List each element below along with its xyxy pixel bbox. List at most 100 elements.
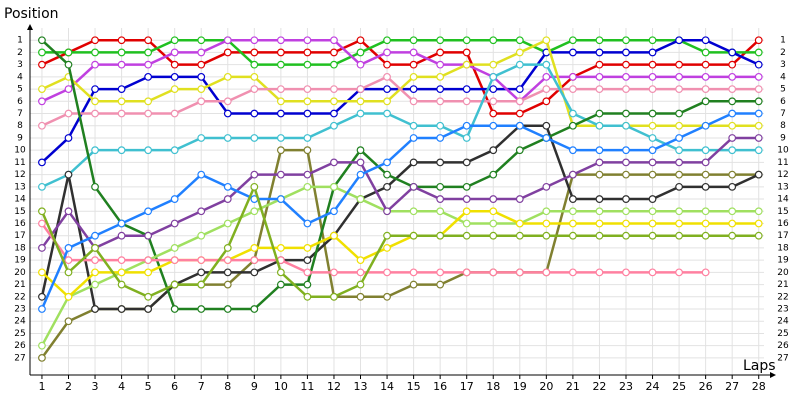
position-point bbox=[250, 36, 259, 45]
position-point bbox=[197, 268, 206, 277]
position-point bbox=[303, 146, 312, 155]
position-point bbox=[117, 219, 126, 228]
position-point bbox=[754, 48, 763, 57]
position-point bbox=[223, 219, 232, 228]
position-point bbox=[144, 268, 153, 277]
position-point bbox=[330, 292, 338, 301]
position-point bbox=[276, 85, 285, 93]
position-point bbox=[568, 36, 577, 45]
position-point bbox=[197, 60, 206, 69]
position-point bbox=[462, 268, 471, 277]
position-point bbox=[436, 280, 445, 289]
x-tick-label: 26 bbox=[699, 380, 713, 393]
position-point bbox=[330, 182, 338, 191]
position-point bbox=[250, 256, 259, 265]
position-point bbox=[276, 109, 285, 118]
position-point bbox=[303, 280, 312, 289]
position-point bbox=[622, 158, 630, 167]
x-tick-label: 25 bbox=[672, 380, 686, 393]
position-point bbox=[170, 72, 179, 81]
position-point bbox=[91, 60, 99, 69]
position-point bbox=[330, 60, 338, 69]
x-tick-label: 22 bbox=[592, 380, 606, 393]
y-tick-label: 3 bbox=[17, 60, 23, 70]
position-point bbox=[144, 60, 153, 69]
position-point bbox=[754, 121, 763, 130]
position-point bbox=[38, 36, 46, 45]
position-point bbox=[383, 182, 391, 191]
position-point bbox=[568, 48, 577, 57]
position-point bbox=[409, 121, 418, 130]
position-point bbox=[330, 121, 338, 130]
position-point bbox=[303, 256, 312, 265]
position-point bbox=[648, 170, 657, 179]
position-point bbox=[383, 170, 391, 179]
position-point bbox=[38, 48, 46, 57]
position-point bbox=[675, 85, 683, 93]
position-point bbox=[754, 60, 763, 69]
position-point bbox=[436, 36, 445, 45]
position-point bbox=[250, 182, 259, 191]
position-point bbox=[276, 134, 285, 142]
position-point bbox=[436, 134, 445, 142]
position-point bbox=[303, 36, 312, 45]
position-point bbox=[754, 97, 763, 106]
position-point bbox=[595, 72, 604, 81]
position-point bbox=[622, 121, 630, 130]
position-point bbox=[223, 268, 232, 277]
position-point bbox=[542, 268, 551, 277]
position-point bbox=[436, 268, 445, 277]
x-tick-label: 2 bbox=[65, 380, 72, 393]
position-point bbox=[250, 60, 259, 69]
position-point bbox=[436, 72, 445, 81]
position-point bbox=[117, 268, 126, 277]
y-tick-label-right: 23 bbox=[777, 305, 788, 315]
position-point bbox=[170, 85, 179, 93]
position-point bbox=[648, 231, 657, 240]
position-point bbox=[38, 158, 46, 167]
position-point bbox=[409, 182, 418, 191]
position-point bbox=[515, 268, 524, 277]
position-point bbox=[250, 170, 259, 179]
position-point bbox=[728, 207, 737, 216]
y-axis-arrow bbox=[27, 24, 33, 30]
y-tick-label-right: 2 bbox=[780, 48, 786, 58]
plot bbox=[38, 36, 763, 362]
y-tick-label-right: 16 bbox=[777, 219, 789, 229]
position-point bbox=[197, 170, 206, 179]
position-point bbox=[64, 48, 73, 57]
position-point bbox=[64, 256, 73, 265]
position-point bbox=[303, 134, 312, 142]
position-point bbox=[223, 305, 232, 313]
position-point bbox=[462, 60, 471, 69]
position-point bbox=[622, 146, 630, 155]
position-point bbox=[144, 305, 153, 313]
position-point bbox=[595, 48, 604, 57]
position-point bbox=[568, 195, 577, 203]
position-point bbox=[91, 305, 99, 313]
position-point bbox=[38, 219, 46, 228]
position-point bbox=[436, 85, 445, 93]
position-point bbox=[330, 109, 338, 118]
y-tick-label-right: 24 bbox=[777, 317, 789, 327]
position-point bbox=[276, 280, 285, 289]
position-point bbox=[330, 36, 338, 45]
y-tick-label-right: 19 bbox=[777, 256, 789, 266]
position-point bbox=[648, 60, 657, 69]
position-point bbox=[489, 85, 498, 93]
y-tick-label: 14 bbox=[14, 195, 26, 205]
position-point bbox=[675, 121, 683, 130]
y-tick-label: 19 bbox=[14, 256, 26, 266]
position-point bbox=[170, 244, 179, 252]
position-point bbox=[675, 158, 683, 167]
position-point bbox=[489, 97, 498, 106]
position-point bbox=[568, 268, 577, 277]
position-point bbox=[170, 305, 179, 313]
position-point bbox=[356, 158, 365, 167]
position-point bbox=[436, 207, 445, 216]
position-line bbox=[41, 75, 759, 127]
position-point bbox=[595, 146, 604, 155]
position-point bbox=[489, 109, 498, 118]
position-point bbox=[330, 48, 338, 57]
y-tick-label: 11 bbox=[14, 158, 25, 168]
